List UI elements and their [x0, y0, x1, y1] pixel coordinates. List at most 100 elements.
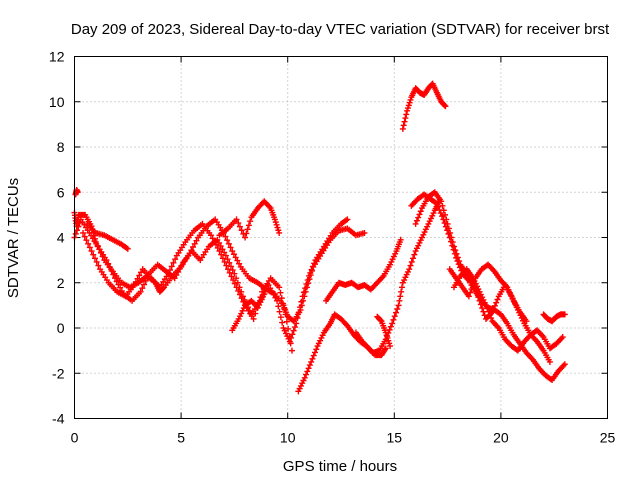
- data-point: [282, 311, 289, 318]
- data-point: [225, 240, 232, 247]
- data-point: [361, 229, 368, 236]
- data-point: [433, 200, 440, 207]
- grid-lines: [74, 56, 608, 419]
- data-point: [504, 284, 511, 291]
- data-point: [72, 230, 79, 237]
- data-point: [83, 237, 90, 244]
- data-point: [313, 346, 320, 353]
- data-point: [546, 358, 553, 365]
- data-point: [278, 295, 285, 302]
- data-point: [230, 277, 237, 284]
- data-point: [247, 218, 254, 225]
- data-point: [426, 218, 433, 225]
- series-track-g: [295, 198, 443, 395]
- data-point: [442, 211, 449, 218]
- data-point: [400, 122, 407, 129]
- data-point: [231, 280, 238, 287]
- data-point: [440, 207, 447, 214]
- data-point: [227, 244, 234, 251]
- data-point: [243, 230, 250, 237]
- data-point: [172, 256, 179, 263]
- data-point: [258, 296, 265, 303]
- x-tick-label: 15: [387, 430, 403, 446]
- data-point: [219, 255, 226, 262]
- data-point: [479, 305, 486, 312]
- data-point: [508, 292, 515, 299]
- data-point: [456, 258, 463, 265]
- data-point: [302, 285, 309, 292]
- data-point: [134, 275, 141, 282]
- data-point: [95, 262, 102, 269]
- data-point: [303, 371, 310, 378]
- data-point: [238, 227, 245, 234]
- data-point: [401, 277, 408, 284]
- data-point: [124, 245, 131, 252]
- data-point: [85, 240, 92, 247]
- data-point: [190, 244, 197, 251]
- data-point: [245, 222, 252, 229]
- data-point: [226, 259, 233, 266]
- data-point: [424, 223, 431, 230]
- data-point: [175, 268, 182, 275]
- data-point: [280, 325, 287, 331]
- data-point: [319, 332, 326, 339]
- data-point: [232, 254, 239, 261]
- data-point: [137, 288, 144, 295]
- data-point: [490, 305, 497, 312]
- data-point: [236, 291, 243, 298]
- y-axis-label: SDTVAR / TECUs: [5, 178, 22, 298]
- data-point: [160, 285, 167, 292]
- data-point: [273, 221, 280, 228]
- data-point: [235, 220, 242, 227]
- data-point: [422, 226, 429, 233]
- data-point: [309, 355, 316, 362]
- data-point: [233, 216, 240, 223]
- data-point: [274, 297, 281, 304]
- data-point: [282, 330, 289, 337]
- data-point: [209, 235, 216, 242]
- data-point: [285, 325, 292, 332]
- data-point: [493, 299, 500, 306]
- data-point: [171, 275, 178, 282]
- data-point: [242, 234, 249, 241]
- data-point: [406, 266, 413, 273]
- data-point: [383, 332, 390, 339]
- data-point: [281, 327, 288, 334]
- x-tick-label: 0: [71, 430, 79, 446]
- series-track-q: [72, 186, 81, 198]
- data-point: [218, 251, 225, 258]
- data-point: [115, 281, 122, 288]
- chart-title: Day 209 of 2023, Sidereal Day-to-day VTE…: [71, 21, 610, 38]
- data-point: [480, 308, 487, 315]
- data-point: [480, 296, 487, 303]
- data-point: [231, 270, 238, 277]
- data-point: [403, 271, 410, 278]
- data-point: [387, 343, 394, 350]
- data-point: [439, 213, 446, 220]
- data-point: [300, 377, 307, 384]
- data-point: [465, 293, 472, 300]
- series-track-i: [352, 329, 389, 359]
- data-point: [211, 238, 218, 245]
- data-point: [274, 224, 281, 231]
- data-point: [250, 315, 257, 322]
- y-tick-label: 6: [57, 184, 65, 200]
- data-point: [108, 267, 115, 274]
- data-point: [173, 272, 180, 279]
- data-point: [442, 103, 449, 110]
- data-point: [408, 258, 415, 265]
- data-point: [142, 277, 149, 284]
- data-point: [90, 251, 97, 258]
- data-point: [430, 210, 437, 217]
- data-point: [377, 317, 384, 324]
- data-point: [259, 293, 266, 300]
- data-point: [244, 226, 251, 233]
- data-point: [382, 345, 389, 352]
- data-point: [279, 319, 286, 326]
- data-point: [382, 329, 389, 336]
- data-point: [240, 298, 247, 305]
- data-point: [297, 382, 304, 389]
- data-point: [123, 244, 130, 251]
- data-point: [193, 237, 200, 244]
- data-point: [76, 220, 83, 227]
